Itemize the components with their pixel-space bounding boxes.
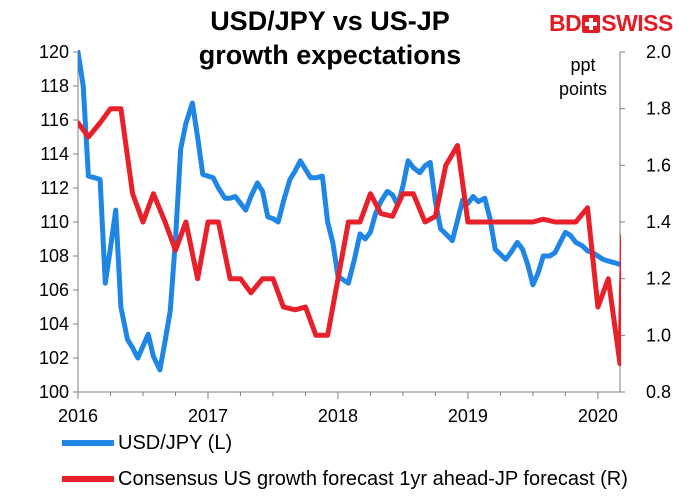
right-axis-unit-line-2: points	[558, 79, 608, 99]
x-axis-tick-label: 2017	[188, 406, 228, 426]
right-axis-tick-label: 1.4	[646, 212, 671, 232]
chart-title-line-2: growth expectations	[198, 40, 462, 70]
right-axis-tick-label: 1.6	[646, 155, 671, 175]
legend-swatch-usdjpy	[62, 440, 114, 446]
right-axis-tick-label: 2.0	[646, 42, 671, 62]
left-axis-tick-label: 100	[39, 382, 69, 402]
x-axis-tick-label: 2020	[578, 406, 618, 426]
x-axis-tick-label: 2016	[58, 406, 98, 426]
right-axis-tick-label: 1.8	[646, 99, 671, 119]
left-axis-tick-label: 102	[39, 348, 69, 368]
x-axis-tick-label: 2019	[448, 406, 488, 426]
axes: 100 102 104 106 108 110 112 114 116 118 120 0.8 1.0 1…	[39, 42, 671, 426]
legend-swatch-consensus	[62, 476, 114, 482]
logo-text-right: SWISS	[601, 10, 673, 36]
swiss-cross-icon	[582, 15, 601, 33]
left-axis-tick-label: 104	[39, 314, 69, 334]
legend-label-usdjpy: USD/JPY (L)	[118, 432, 233, 454]
left-axis-tick-label: 116	[40, 110, 69, 130]
right-axis-unit-line-1: ppt	[570, 55, 596, 75]
x-axis-tick-label: 2018	[318, 406, 358, 426]
left-axis-tick-label: 106	[39, 280, 69, 300]
series-lines	[78, 50, 621, 373]
left-axis-tick-label: 118	[40, 76, 69, 96]
logo-text-left: BD	[549, 10, 582, 36]
right-axis-tick-label: 1.0	[646, 325, 671, 345]
left-axis-tick-label: 120	[39, 42, 69, 62]
chart-title-line-1: USD/JPY vs US-JP	[210, 6, 450, 36]
right-axis-tick-label: 1.2	[646, 269, 671, 289]
left-axis-tick-label: 114	[40, 144, 69, 164]
left-axis-tick-label: 108	[39, 246, 69, 266]
series-line-usdjpy	[78, 50, 621, 373]
bdswiss-logo: BD SWISS	[549, 11, 689, 35]
left-axis-tick-label: 112	[40, 178, 69, 198]
legend-label-consensus: Consensus US growth forecast 1yr ahead-J…	[118, 468, 628, 490]
left-axis-tick-label: 110	[40, 212, 69, 232]
right-axis-tick-label: 0.8	[646, 382, 671, 402]
series-line-consensus	[78, 106, 621, 367]
